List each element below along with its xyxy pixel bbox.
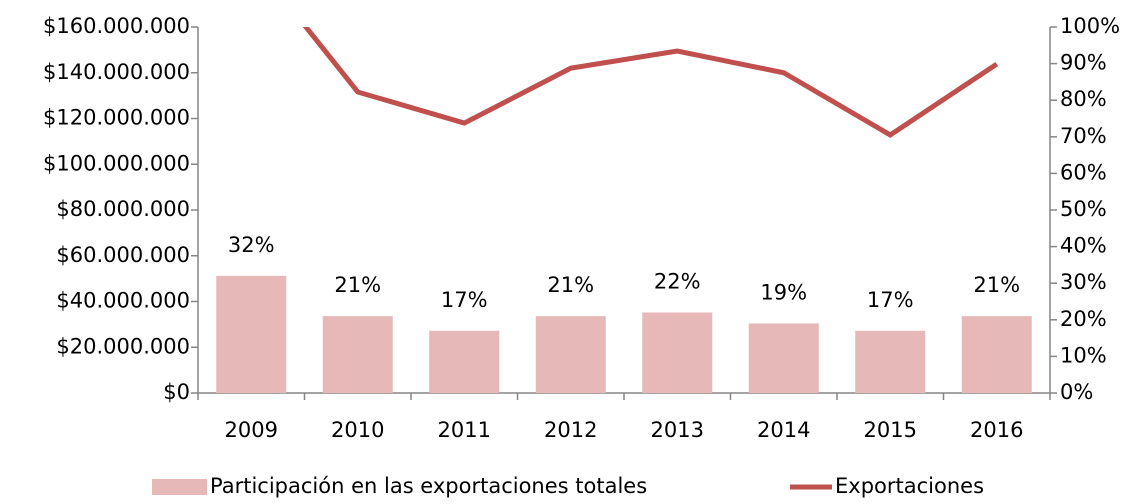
- bar: [748, 323, 819, 393]
- y-tick-label: $120.000.000: [43, 106, 190, 130]
- legend-label: Exportaciones: [835, 474, 984, 498]
- y-tick-label: $80.000.000: [56, 197, 190, 221]
- bar: [322, 316, 393, 393]
- y-tick-label: $60.000.000: [56, 243, 190, 267]
- data-label: 21%: [547, 273, 594, 297]
- y-tick-label: $20.000.000: [56, 334, 190, 358]
- data-label: 17%: [867, 288, 914, 312]
- y2-tick-label: 30%: [1060, 270, 1107, 294]
- x-tick-label: 2012: [544, 418, 597, 442]
- bar: [642, 312, 713, 393]
- y2-tick-label: 40%: [1060, 234, 1107, 258]
- y2-tick-label: 90%: [1060, 51, 1107, 75]
- y-tick-label: $100.000.000: [43, 151, 190, 175]
- bar: [855, 330, 926, 393]
- x-tick-label: 2014: [757, 418, 810, 442]
- y2-tick-label: 60%: [1060, 160, 1107, 184]
- legend-label: Participación en las exportaciones total…: [210, 474, 647, 498]
- x-tick-label: 2011: [438, 418, 491, 442]
- bar: [429, 330, 500, 393]
- bar: [961, 316, 1032, 393]
- x-tick-label: 2013: [651, 418, 704, 442]
- legend-swatch: [152, 479, 207, 495]
- bar: [535, 316, 606, 393]
- y2-tick-label: 80%: [1060, 87, 1107, 111]
- y-tick-label: $140.000.000: [43, 60, 190, 84]
- y2-tick-label: 10%: [1060, 343, 1107, 367]
- data-label: 19%: [760, 280, 807, 304]
- y2-tick-label: 70%: [1060, 124, 1107, 148]
- y2-tick-label: 100%: [1060, 14, 1120, 38]
- y2-tick-label: 0%: [1060, 380, 1093, 404]
- x-tick-label: 2016: [970, 418, 1023, 442]
- y2-tick-label: 50%: [1060, 197, 1107, 221]
- x-tick-label: 2015: [864, 418, 917, 442]
- data-label: 21%: [973, 273, 1020, 297]
- data-label: 32%: [228, 233, 275, 257]
- x-tick-label: 2010: [331, 418, 384, 442]
- y2-tick-label: 20%: [1060, 307, 1107, 331]
- y-tick-label: $160.000.000: [43, 14, 190, 38]
- data-label: 17%: [441, 288, 488, 312]
- y-tick-label: $0: [163, 380, 190, 404]
- bar: [216, 275, 287, 393]
- data-label: 22%: [654, 269, 701, 293]
- line: [302, 27, 999, 138]
- x-tick-label: 2009: [225, 418, 278, 442]
- y-tick-label: $40.000.000: [56, 289, 190, 313]
- data-label: 21%: [334, 273, 381, 297]
